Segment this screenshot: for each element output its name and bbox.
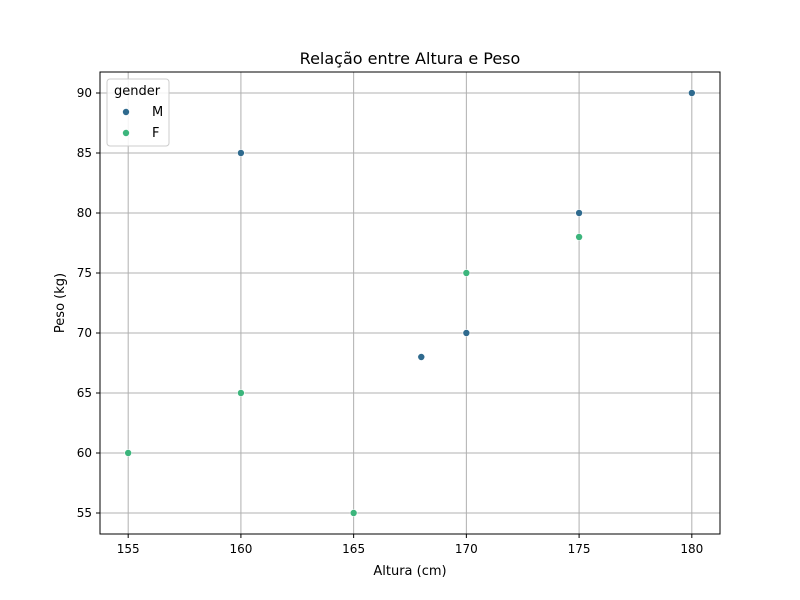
y-tick-label: 70	[77, 326, 92, 340]
data-point-m	[462, 329, 471, 337]
data-point-f	[349, 509, 358, 517]
data-point-m	[417, 353, 426, 361]
x-tick-label: 180	[680, 542, 703, 556]
y-tick-label: 75	[77, 266, 92, 280]
y-tick-label: 65	[77, 386, 92, 400]
y-tick-label: 60	[77, 446, 92, 460]
legend-items: MF	[122, 105, 163, 141]
data-point-f	[575, 233, 583, 241]
legend-label-f: F	[152, 126, 159, 141]
legend-box	[106, 78, 170, 147]
y-tick-label: 90	[77, 86, 92, 100]
legend-marker-m	[122, 108, 130, 116]
y-tick-label: 85	[77, 146, 92, 160]
x-tick-label: 175	[568, 542, 591, 556]
grid	[100, 72, 720, 534]
data-point-m	[575, 209, 583, 217]
x-tick-label: 165	[342, 542, 365, 556]
legend-marker-f	[122, 129, 130, 137]
data-point-m	[688, 89, 696, 97]
x-axis-label: Altura (cm)	[373, 564, 446, 579]
x-tick-label: 170	[455, 542, 478, 556]
chart-title: Relação entre Altura e Peso	[300, 49, 521, 68]
y-axis-label: Peso (kg)	[53, 273, 68, 333]
data-point-f	[462, 269, 471, 277]
data-point-f	[237, 389, 245, 397]
data-points	[124, 89, 696, 517]
legend: gender MF	[106, 78, 170, 147]
x-tick-label: 160	[229, 542, 252, 556]
x-tick-label: 155	[117, 542, 140, 556]
legend-label-m: M	[152, 105, 163, 120]
axis-ticks: 155 160 165 170 175 180 55 60 65 70 75 80 85 90	[77, 86, 704, 556]
legend-title: gender	[114, 84, 161, 99]
plot-frame	[99, 71, 721, 535]
y-tick-label: 80	[77, 206, 92, 220]
data-point-f	[124, 449, 132, 457]
y-tick-label: 55	[77, 506, 92, 520]
data-point-m	[237, 149, 245, 157]
